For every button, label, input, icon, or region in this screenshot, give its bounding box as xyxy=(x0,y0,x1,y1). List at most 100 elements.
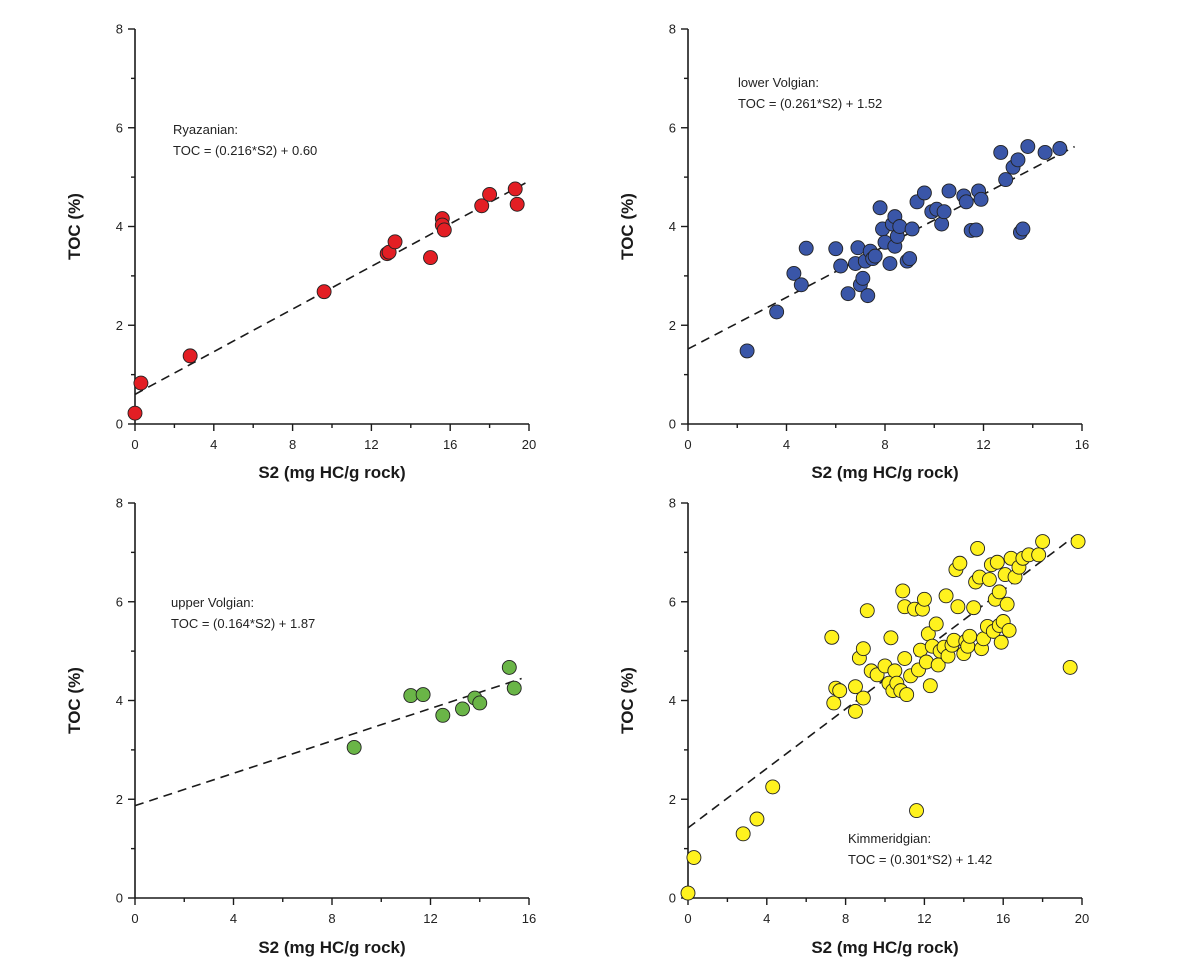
data-point xyxy=(991,584,1007,600)
x-tick-label: 12 xyxy=(423,911,437,926)
data-point xyxy=(1010,152,1026,168)
y-tick-label: 4 xyxy=(669,693,676,708)
data-point xyxy=(482,186,498,202)
y-tick-label: 2 xyxy=(116,792,123,807)
x-tick-label: 4 xyxy=(230,911,237,926)
data-point xyxy=(936,204,952,220)
x-tick-label: 8 xyxy=(328,911,335,926)
data-point xyxy=(998,172,1014,188)
data-point xyxy=(989,554,1005,570)
data-point xyxy=(928,616,944,632)
equation-annotation: TOC = (0.301*S2) + 1.42 xyxy=(848,852,992,867)
data-point xyxy=(968,222,984,238)
x-axis-title: S2 (mg HC/g rock) xyxy=(258,938,405,957)
data-point xyxy=(436,222,452,238)
data-point xyxy=(952,555,968,571)
data-point xyxy=(909,803,924,819)
data-point xyxy=(840,286,856,302)
chart-panel-bottom-right: 0 2 4 6 8 0 4 8 12 16 20 S2 (mg HC/g rock) TOC (%) Ki… xyxy=(618,496,1089,958)
data-point xyxy=(883,630,899,646)
data-point xyxy=(1015,221,1031,237)
data-point xyxy=(1062,659,1078,675)
y-tick-label: 2 xyxy=(669,318,676,333)
data-point xyxy=(850,240,866,256)
data-point xyxy=(1070,534,1086,549)
y-tick-label: 8 xyxy=(116,496,123,511)
data-point xyxy=(739,343,755,359)
data-point xyxy=(970,540,986,556)
data-point xyxy=(882,256,898,271)
y-tick-label: 2 xyxy=(669,792,676,807)
x-tick-label: 0 xyxy=(131,437,138,452)
x-tick-label: 4 xyxy=(783,437,790,452)
data-point xyxy=(680,885,696,901)
regression-line xyxy=(134,677,522,807)
data-point xyxy=(892,219,908,234)
data-point xyxy=(501,659,517,675)
data-point xyxy=(855,270,871,286)
data-point xyxy=(855,690,871,706)
x-tick-label: 4 xyxy=(763,911,770,926)
data-point xyxy=(916,591,932,607)
data-point xyxy=(833,258,849,274)
y-tick-label: 0 xyxy=(669,891,676,906)
data-point xyxy=(897,651,913,666)
data-point xyxy=(133,375,149,391)
data-point xyxy=(981,572,997,587)
x-tick-label: 0 xyxy=(684,911,691,926)
x-tick-label: 4 xyxy=(210,437,217,452)
data-point xyxy=(859,603,875,619)
equation-annotation: TOC = (0.216*S2) + 0.60 xyxy=(173,143,317,158)
y-tick-label: 8 xyxy=(669,22,676,37)
data-point xyxy=(507,181,523,197)
y-axis-title: TOC (%) xyxy=(618,667,637,734)
data-point xyxy=(472,695,488,711)
x-tick-label: 12 xyxy=(364,437,378,452)
data-point xyxy=(848,679,863,695)
y-tick-label: 0 xyxy=(116,417,123,432)
data-point xyxy=(934,216,950,232)
data-point xyxy=(346,739,362,755)
x-tick-label: 20 xyxy=(522,437,536,452)
x-axis-title: S2 (mg HC/g rock) xyxy=(258,463,405,482)
data-point xyxy=(1035,534,1051,549)
y-tick-label: 4 xyxy=(116,693,123,708)
data-point xyxy=(867,248,883,264)
x-tick-label: 12 xyxy=(976,437,990,452)
data-point xyxy=(127,405,143,421)
chart-panel-bottom-left: 0 2 4 6 8 0 4 8 12 16 S2 (mg HC/g rock) TOC (%) uppe… xyxy=(65,496,536,958)
data-point xyxy=(828,241,844,257)
data-point xyxy=(182,348,198,364)
x-tick-label: 16 xyxy=(996,911,1010,926)
chart-panel-top-left: 0 2 4 6 8 0 4 8 12 16 20 S2 (mg HC/g rock) TOC (%) Ry… xyxy=(65,22,536,483)
data-point xyxy=(993,144,1009,160)
y-tick-label: 6 xyxy=(669,120,676,135)
equation-annotation: upper Volgian: xyxy=(171,595,254,610)
equation-annotation: TOC = (0.164*S2) + 1.87 xyxy=(171,616,315,631)
y-tick-label: 0 xyxy=(669,417,676,432)
data-point xyxy=(387,234,403,250)
equation-annotation: Ryazanian: xyxy=(173,122,238,137)
data-point xyxy=(966,600,982,616)
x-tick-label: 16 xyxy=(443,437,457,452)
data-point xyxy=(902,251,918,267)
y-tick-label: 4 xyxy=(669,219,676,234)
y-tick-label: 4 xyxy=(116,219,123,234)
x-axis-title: S2 (mg HC/g rock) xyxy=(811,938,958,957)
data-point xyxy=(950,599,966,615)
y-tick-label: 6 xyxy=(669,594,676,609)
y-tick-label: 0 xyxy=(116,891,123,906)
equation-annotation: lower Volgian: xyxy=(738,75,819,90)
chart-panel-top-right: 0 2 4 6 8 0 4 8 12 16 S2 (mg HC/g rock) TOC (%) lowe… xyxy=(618,22,1089,483)
data-point xyxy=(735,826,751,842)
data-point xyxy=(749,811,765,827)
data-point xyxy=(922,678,938,694)
x-tick-label: 0 xyxy=(684,437,691,452)
data-point xyxy=(798,240,814,256)
data-point xyxy=(941,183,957,199)
data-point xyxy=(887,663,903,679)
y-axis-title: TOC (%) xyxy=(65,667,84,734)
y-tick-label: 8 xyxy=(669,496,676,511)
regression-line xyxy=(134,180,530,396)
